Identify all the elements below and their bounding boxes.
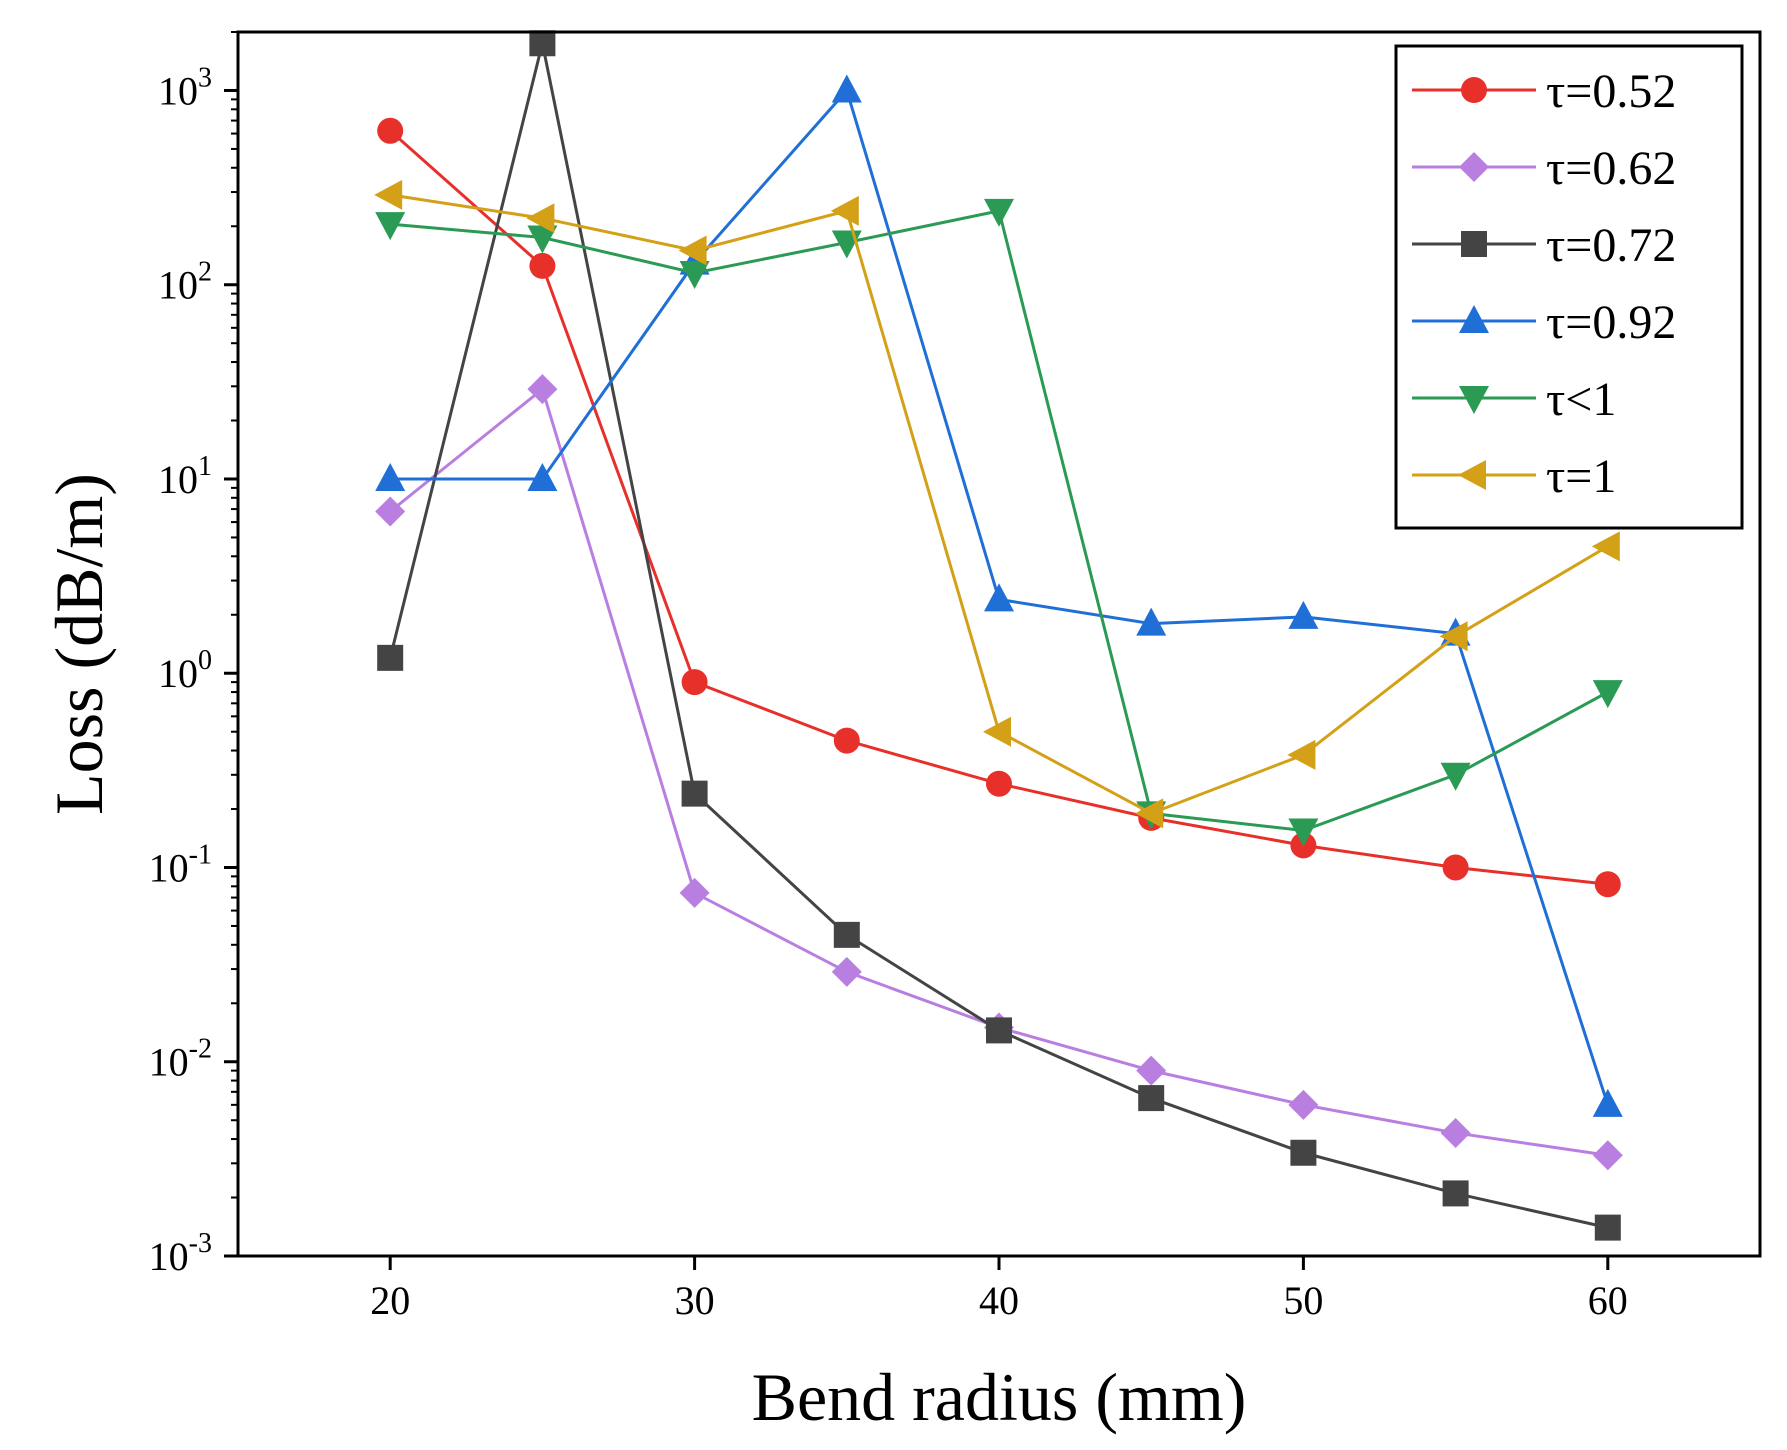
legend: τ=0.52 τ=0.62 τ=0.72 τ=0.92 τ<1 τ=1 bbox=[1394, 44, 1744, 530]
axis-ticks: 20 30 40 50 60 103 102 101 100 10-1 10-2 10-3 bbox=[149, 31, 1628, 1323]
data-point-2-45 bbox=[1138, 1085, 1165, 1112]
data-point-1-35 bbox=[831, 956, 862, 987]
legend-label-2: τ=0.72 bbox=[1546, 219, 1676, 272]
data-point-1-30 bbox=[679, 877, 710, 908]
data-point-4-25 bbox=[527, 225, 558, 254]
data-point-5-20 bbox=[374, 179, 403, 210]
data-point-1-55 bbox=[1440, 1117, 1471, 1148]
legend-box bbox=[1394, 44, 1744, 530]
legend-label-4: τ<1 bbox=[1546, 373, 1616, 426]
data-point-3-60 bbox=[1592, 1088, 1623, 1117]
y-tick-label-0: 100 bbox=[158, 645, 212, 696]
data-point-5-35 bbox=[830, 195, 859, 226]
legend-label-1: τ=0.62 bbox=[1546, 142, 1676, 195]
data-point-4-55 bbox=[1440, 762, 1471, 791]
x-tick-label-20: 20 bbox=[370, 1278, 410, 1323]
data-point-5-30 bbox=[678, 235, 707, 266]
legend-label-3: τ=0.92 bbox=[1546, 296, 1676, 349]
data-point-0-25 bbox=[529, 252, 556, 279]
x-tick-label-30: 30 bbox=[675, 1278, 715, 1323]
data-point-0-35 bbox=[833, 727, 860, 754]
data-point-3-20 bbox=[375, 462, 406, 491]
legend-label-5: τ=1 bbox=[1546, 450, 1616, 503]
y-tick-label--1: 10-1 bbox=[149, 839, 212, 890]
data-point-5-45 bbox=[1135, 798, 1164, 829]
data-point-4-40 bbox=[984, 198, 1014, 227]
data-point-0-20 bbox=[377, 117, 404, 144]
data-point-1-20 bbox=[375, 496, 406, 527]
data-point-2-50 bbox=[1290, 1139, 1317, 1166]
data-point-2-25 bbox=[529, 30, 556, 57]
data-point-0-55 bbox=[1442, 854, 1469, 881]
data-point-3-25 bbox=[527, 462, 558, 491]
y-tick-label-1: 101 bbox=[158, 451, 212, 502]
x-tick-label-50: 50 bbox=[1283, 1278, 1323, 1323]
data-point-3-50 bbox=[1288, 600, 1319, 629]
series-layer bbox=[374, 30, 1623, 1241]
legend-marker-4 bbox=[1459, 386, 1489, 414]
data-point-5-60 bbox=[1591, 531, 1620, 562]
data-point-3-35 bbox=[831, 74, 862, 103]
y-tick-label--2: 10-2 bbox=[149, 1034, 212, 1085]
legend-label-0: τ=0.52 bbox=[1546, 65, 1676, 118]
x-tick-label-40: 40 bbox=[979, 1278, 1019, 1323]
data-point-4-60 bbox=[1592, 680, 1623, 709]
data-point-2-20 bbox=[377, 644, 404, 671]
legend-marker-3 bbox=[1459, 305, 1489, 333]
y-tick-label-3: 103 bbox=[158, 62, 212, 113]
data-point-1-45 bbox=[1136, 1055, 1167, 1086]
y-tick-label-2: 102 bbox=[158, 257, 212, 308]
data-point-0-40 bbox=[986, 770, 1012, 797]
series-5 bbox=[374, 179, 1620, 829]
x-axis-title: Bend radius (mm) bbox=[752, 1359, 1247, 1435]
data-point-5-55 bbox=[1439, 621, 1468, 652]
series-2 bbox=[377, 30, 1621, 1241]
data-point-1-50 bbox=[1288, 1089, 1319, 1120]
legend-marker-0 bbox=[1461, 77, 1487, 103]
series-4 bbox=[375, 198, 1623, 847]
data-point-4-50 bbox=[1288, 818, 1319, 847]
data-point-3-45 bbox=[1136, 607, 1167, 636]
legend-marker-1 bbox=[1459, 152, 1489, 182]
data-point-2-55 bbox=[1442, 1180, 1469, 1207]
data-point-0-30 bbox=[681, 669, 708, 696]
data-point-1-60 bbox=[1592, 1140, 1623, 1171]
data-point-4-20 bbox=[375, 212, 406, 241]
data-point-2-60 bbox=[1594, 1214, 1621, 1241]
data-point-1-25 bbox=[527, 374, 558, 405]
y-axis-title: Loss (dB/m) bbox=[41, 473, 117, 815]
data-point-2-35 bbox=[833, 921, 860, 948]
legend-marker-2 bbox=[1461, 231, 1487, 257]
data-point-5-40 bbox=[983, 716, 1011, 747]
legend-marker-5 bbox=[1458, 460, 1486, 490]
x-tick-label-60: 60 bbox=[1588, 1278, 1628, 1323]
data-point-5-25 bbox=[526, 203, 555, 234]
y-tick-label--3: 10-3 bbox=[149, 1228, 212, 1279]
data-point-2-40 bbox=[986, 1017, 1012, 1044]
data-point-5-50 bbox=[1287, 739, 1316, 770]
data-point-4-30 bbox=[679, 260, 710, 289]
data-point-3-40 bbox=[984, 583, 1014, 612]
data-point-2-30 bbox=[681, 780, 708, 807]
data-point-0-60 bbox=[1594, 871, 1621, 898]
